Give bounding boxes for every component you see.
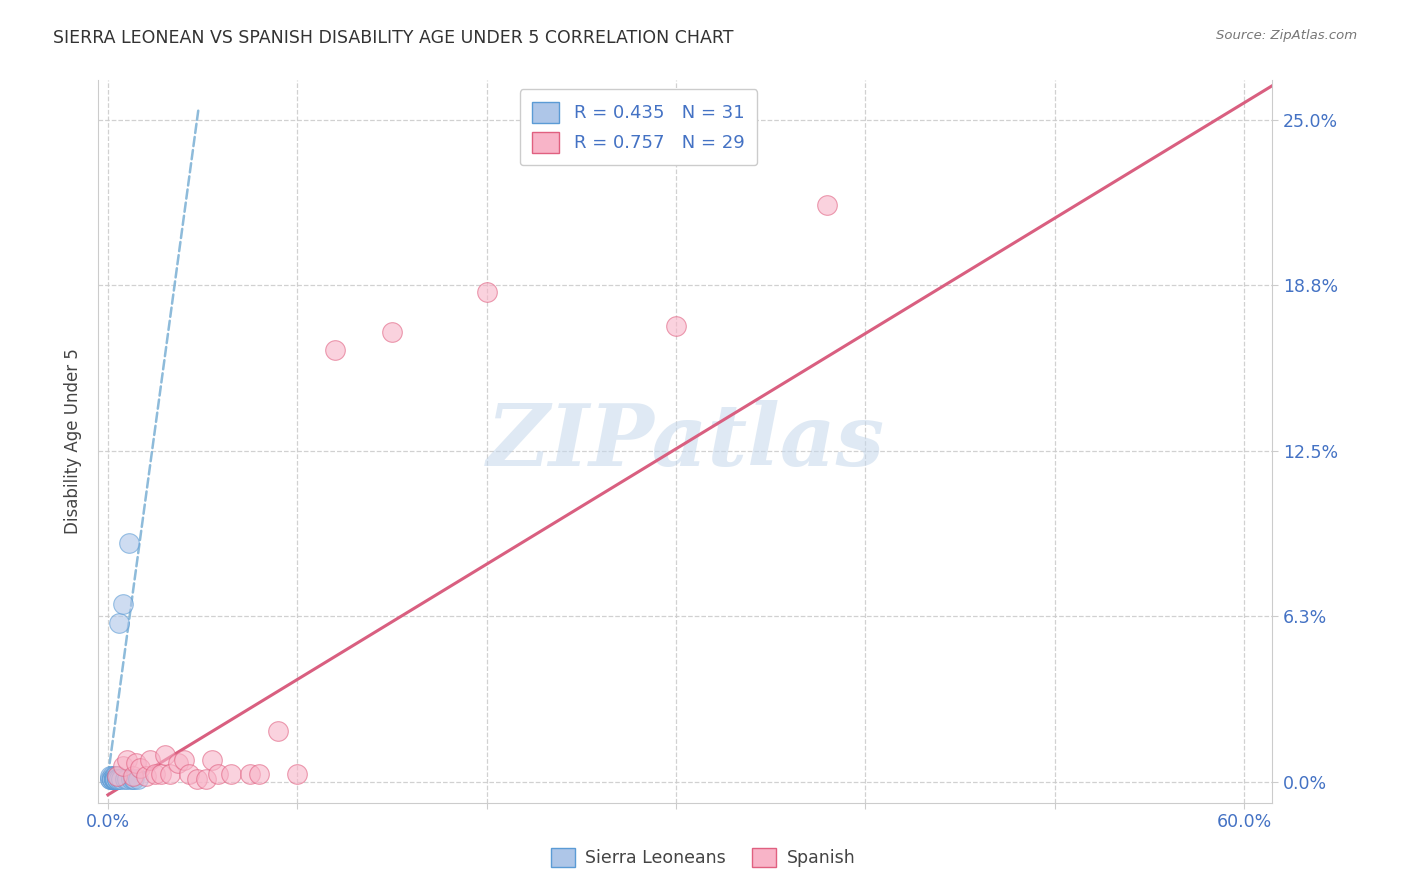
Legend: R = 0.435   N = 31, R = 0.757   N = 29: R = 0.435 N = 31, R = 0.757 N = 29 — [520, 89, 758, 165]
Point — [120, 772, 142, 786]
Point — [100, 772, 122, 786]
Point — [665, 319, 688, 334]
Point — [115, 772, 138, 786]
Point — [103, 772, 125, 786]
Point — [103, 772, 125, 786]
Point — [124, 772, 146, 786]
Point — [104, 769, 127, 783]
Point — [267, 724, 290, 739]
Point — [103, 772, 125, 786]
Point — [108, 615, 131, 630]
Text: Source: ZipAtlas.com: Source: ZipAtlas.com — [1216, 29, 1357, 42]
Point — [179, 766, 201, 780]
Point — [129, 761, 152, 775]
Point — [114, 772, 136, 786]
Point — [127, 772, 149, 786]
Point — [239, 766, 262, 780]
Text: SIERRA LEONEAN VS SPANISH DISABILITY AGE UNDER 5 CORRELATION CHART: SIERRA LEONEAN VS SPANISH DISABILITY AGE… — [53, 29, 734, 46]
Point — [103, 769, 125, 783]
Point — [112, 597, 135, 611]
Point — [138, 754, 160, 768]
Point — [121, 769, 143, 783]
Point — [381, 325, 404, 339]
Point — [817, 197, 839, 211]
Point — [121, 772, 143, 786]
Point — [105, 769, 128, 783]
Point — [207, 766, 229, 780]
Point — [104, 772, 127, 786]
Point — [108, 772, 131, 786]
Point — [167, 756, 190, 770]
Point — [159, 766, 181, 780]
Point — [201, 754, 224, 768]
Text: ZIPatlas: ZIPatlas — [486, 400, 884, 483]
Y-axis label: Disability Age Under 5: Disability Age Under 5 — [63, 349, 82, 534]
Point — [100, 772, 122, 786]
Point — [153, 748, 176, 763]
Point — [323, 343, 346, 358]
Point — [105, 772, 128, 786]
Point — [110, 772, 132, 786]
Point — [105, 769, 128, 783]
Point — [149, 766, 172, 780]
Point — [100, 769, 122, 783]
Point — [125, 756, 148, 770]
Point — [186, 772, 208, 786]
Point — [103, 772, 125, 786]
Point — [195, 772, 218, 786]
Point — [98, 772, 121, 786]
Point — [105, 772, 128, 786]
Point — [100, 772, 122, 786]
Point — [115, 754, 138, 768]
Point — [285, 766, 308, 780]
Point — [173, 754, 195, 768]
Point — [104, 772, 127, 786]
Point — [135, 769, 157, 783]
Point — [475, 285, 498, 299]
Point — [98, 772, 121, 786]
Point — [104, 772, 127, 786]
Point — [118, 536, 141, 550]
Point — [143, 766, 166, 780]
Point — [247, 766, 270, 780]
Point — [105, 772, 128, 786]
Point — [112, 758, 135, 772]
Point — [98, 769, 121, 783]
Point — [219, 766, 242, 780]
Legend: Sierra Leoneans, Spanish: Sierra Leoneans, Spanish — [544, 841, 862, 874]
